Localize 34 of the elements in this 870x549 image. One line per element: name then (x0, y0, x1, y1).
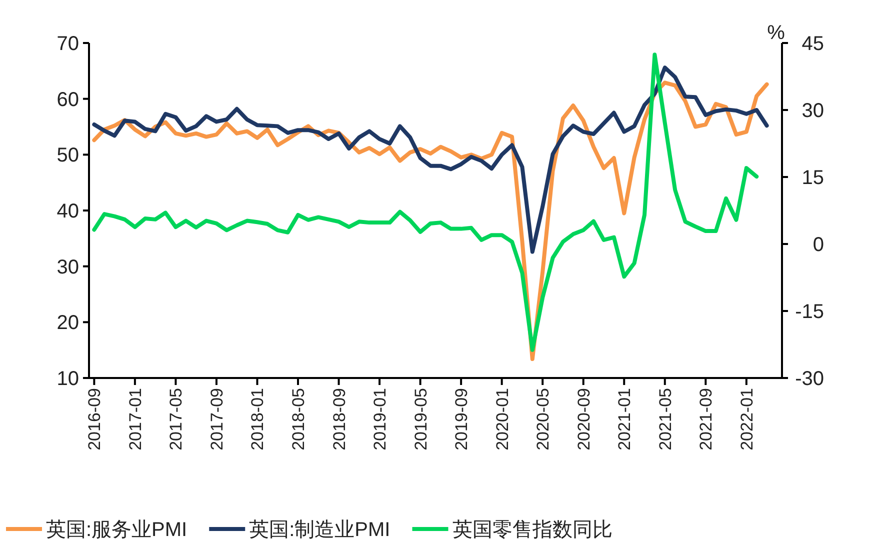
x-tick-label: 2019-09 (452, 388, 472, 450)
x-tick-label: 2016-09 (85, 388, 104, 450)
y2-tick-label: 15 (802, 167, 824, 189)
x-tick-label: 2019-05 (411, 388, 430, 450)
x-tick-label: 2018-09 (330, 388, 349, 450)
y2-tick-label: 30 (802, 100, 824, 122)
y2-tick-label: 0 (812, 234, 824, 256)
y-tick-label: 10 (56, 368, 79, 390)
y-tick-label: 50 (56, 144, 79, 167)
x-tick-label: 2021-09 (696, 388, 716, 450)
x-tick-label: 2018-05 (289, 388, 308, 450)
x-tick-label: 2021-01 (615, 388, 634, 450)
y-tick-label: 30 (56, 256, 79, 278)
y-tick-label: 20 (56, 312, 79, 334)
x-tick-label: 2017-01 (126, 388, 145, 450)
x-tick-label: 2021-05 (656, 388, 675, 450)
y-tick-label: 60 (56, 88, 79, 111)
y2-axis-title: % (767, 22, 786, 44)
x-tick-label: 2020-09 (574, 388, 594, 450)
y-tick-label: 70 (56, 33, 79, 55)
legend-label: 英国:制造业PMI (249, 519, 390, 541)
legend-label: 英国:服务业PMI (46, 519, 188, 541)
x-tick-label: 2019-01 (370, 388, 390, 450)
legend-label: 英国零售指数同比 (452, 519, 612, 541)
x-tick-label: 2017-09 (207, 388, 226, 450)
y2-tick-label: -30 (795, 368, 824, 390)
x-tick-label: 2017-05 (166, 388, 186, 450)
x-tick-label: 2022-01 (737, 388, 756, 450)
y2-tick-label: 45 (802, 33, 824, 55)
x-tick-label: 2020-01 (492, 388, 512, 450)
x-tick-label: 2018-01 (248, 388, 268, 450)
y2-tick-label: -15 (795, 301, 824, 323)
x-tick-label: 2020-05 (534, 388, 553, 450)
y-tick-label: 40 (56, 200, 79, 222)
